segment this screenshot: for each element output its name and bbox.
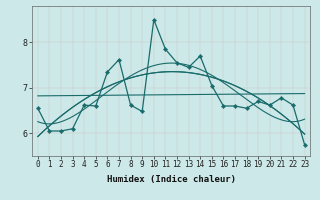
X-axis label: Humidex (Indice chaleur): Humidex (Indice chaleur) — [107, 175, 236, 184]
